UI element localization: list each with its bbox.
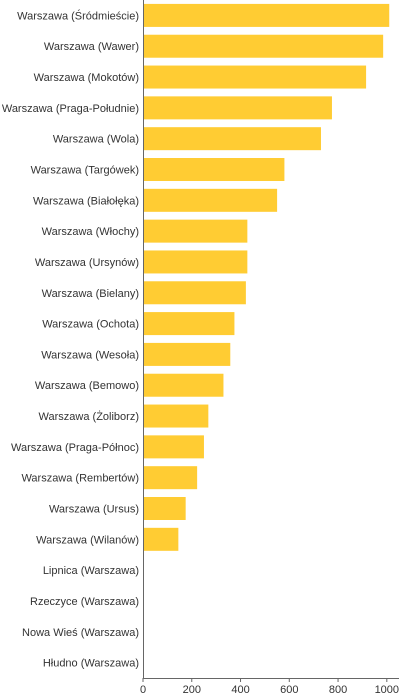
bar xyxy=(143,404,209,428)
x-tick-label: 600 xyxy=(280,684,298,696)
category-label: Warszawa (Wesoła) xyxy=(41,349,139,361)
bar xyxy=(143,312,235,336)
category-label: Warszawa (Ursus) xyxy=(49,504,139,516)
category-label: Warszawa (Bemowo) xyxy=(35,380,139,392)
bar xyxy=(143,527,179,551)
category-label: Warszawa (Mokotów) xyxy=(34,72,139,84)
category-label: Warszawa (Białołęka) xyxy=(33,195,139,207)
bar xyxy=(143,3,390,27)
category-label: Warszawa (Ochota) xyxy=(42,319,139,331)
category-label: Warszawa (Wawer) xyxy=(44,41,139,53)
bar xyxy=(143,127,321,151)
category-label: Warszawa (Targówek) xyxy=(31,165,139,177)
x-axis-ticks: 0 200 400 600 800 1000 xyxy=(140,678,399,696)
category-label: Warszawa (Rembertów) xyxy=(21,473,139,485)
bar xyxy=(143,435,204,459)
category-label: Warszawa (Wola) xyxy=(53,134,139,146)
category-label: Nowa Wieś (Warszawa) xyxy=(22,627,139,639)
category-label: Warszawa (Bielany) xyxy=(42,288,139,300)
x-tick-label: 800 xyxy=(329,684,347,696)
category-label: Warszawa (Praga-Północ) xyxy=(11,442,139,454)
bar xyxy=(143,219,248,243)
bar xyxy=(143,373,224,397)
category-label: Warszawa (Śródmieście) xyxy=(17,9,139,22)
bar xyxy=(143,96,332,120)
category-label: Warszawa (Ursynów) xyxy=(35,257,139,269)
bar xyxy=(143,281,246,305)
category-label: Warszawa (Wilanów) xyxy=(36,534,139,546)
category-label: Lipnica (Warszawa) xyxy=(43,565,139,577)
x-tick-label: 0 xyxy=(140,684,146,696)
category-labels: Warszawa (Śródmieście) Warszawa (Wawer) Wa… xyxy=(2,9,139,669)
bar xyxy=(143,466,198,490)
bar xyxy=(143,34,384,58)
x-tick-label: 200 xyxy=(183,684,201,696)
category-label: Hłudno (Warszawa) xyxy=(43,658,139,670)
category-label: Rzeczyce (Warszawa) xyxy=(30,596,139,608)
category-label: Warszawa (Włochy) xyxy=(42,226,139,238)
x-tick-label: 400 xyxy=(231,684,249,696)
bar xyxy=(143,342,231,366)
bar xyxy=(143,65,367,89)
x-tick-label: 1000 xyxy=(375,684,399,696)
bar xyxy=(143,250,248,274)
category-label: Warszawa (Żoliborz) xyxy=(39,410,139,423)
bar xyxy=(143,497,186,520)
category-label: Warszawa (Praga-Południe) xyxy=(2,103,139,115)
bar xyxy=(143,158,285,181)
bar xyxy=(143,188,278,212)
bars-group xyxy=(143,3,390,675)
